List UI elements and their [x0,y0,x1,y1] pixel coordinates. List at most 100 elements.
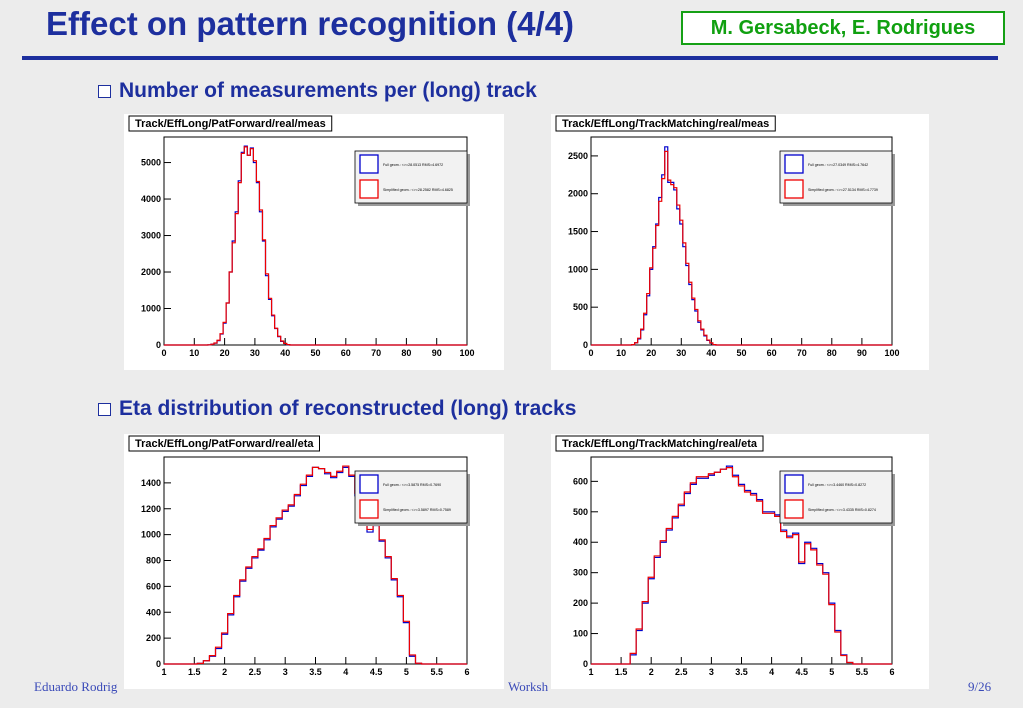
x-tick-label: 2 [222,667,227,677]
chart-title: Track/EffLong/TrackMatching/real/eta [562,438,758,450]
x-tick-label: 60 [767,348,777,358]
x-tick-label: 80 [827,348,837,358]
legend-swatch [784,474,804,494]
y-tick-label: 2500 [568,151,588,161]
chart-title-box [555,115,776,132]
section-heading-eta-text: Eta distribution of reconstructed (long)… [119,397,577,420]
legend-entry: Simplified geom.: <>=3.4335 RMS=0.8274 [808,508,876,512]
footer-author: Eduardo Rodrig [34,679,118,694]
x-tick-label: 50 [736,348,746,358]
legend-swatch [784,179,804,199]
section-heading-eta: Eta distribution of reconstructed (long)… [98,397,576,421]
legend-swatch [359,179,379,199]
legend-entry: Full geom.: <>=28.0513 RMS=4.6972 [383,163,443,167]
series-full-geom [164,466,467,665]
y-tick-label: 1000 [568,264,588,274]
x-tick-label: 2.5 [675,667,688,677]
legend-entry: Full geom.: <>=27.0349 RMS=4.7642 [808,163,868,167]
y-tick-label: 1000 [141,304,161,314]
x-tick-label: 60 [341,348,351,358]
footer-event: Worksh [508,679,549,694]
x-tick-label: 5 [404,667,409,677]
series-simplified-geom [591,150,892,346]
x-tick-label: 100 [884,348,899,358]
x-tick-label: 6 [889,667,894,677]
authors-box: M. Gersabeck, E. Rodrigues [681,11,1005,45]
series-simplified-geom [591,467,892,665]
plot-patforward-eta: Track/EffLong/PatForward/real/eta 1 1.5 2 2.… [124,434,504,689]
plot-patforward-meas: Track/EffLong/PatForward/real/meas 0 10 20 3… [124,114,504,370]
x-tick-label: 40 [706,348,716,358]
x-tick-label: 10 [189,348,199,358]
y-tick-label: 200 [146,633,161,643]
y-tick-label: 400 [573,537,588,547]
chart-title: Track/EffLong/PatForward/real/meas [135,118,326,130]
legend-swatch [359,474,379,494]
y-tick-label: 300 [573,568,588,578]
chart-title-box [128,435,320,452]
y-tick-label: 3000 [141,231,161,241]
x-tick-label: 70 [371,348,381,358]
x-tick-label: 5.5 [430,667,443,677]
slide-title: Effect on pattern recognition (4/4) [46,5,575,42]
plot-trackmatching-meas: Track/EffLong/TrackMatching/real/meas 0 10… [551,114,929,370]
y-tick-label: 200 [573,598,588,608]
x-tick-label: 0 [588,348,593,358]
y-tick-label: 2000 [141,267,161,277]
plot-trackmatching-eta: Track/EffLong/TrackMatching/real/eta 1 1.5… [551,434,929,689]
legend-swatch [784,499,804,519]
x-tick-label: 3.5 [309,667,322,677]
x-tick-label: 1 [588,667,593,677]
x-tick-label: 0 [161,348,166,358]
y-tick-label: 500 [573,507,588,517]
y-tick-label: 800 [146,556,161,566]
section-heading-measurements: Number of measurements per (long) track [98,79,537,103]
x-tick-label: 5.5 [856,667,869,677]
y-tick-label: 600 [573,476,588,486]
legend-swatch [784,154,804,174]
x-tick-label: 4 [769,667,774,677]
chart-title-box [128,115,333,132]
legend-swatch [359,499,379,519]
x-tick-label: 40 [280,348,290,358]
x-tick-label: 20 [646,348,656,358]
y-tick-label: 0 [583,340,588,350]
chart-title-box [555,435,764,452]
x-tick-label: 30 [676,348,686,358]
checkbox-bullet-icon [98,84,111,98]
chart-title: Track/EffLong/PatForward/real/eta [135,438,314,450]
y-tick-label: 100 [573,629,588,639]
x-tick-label: 4 [343,667,348,677]
y-tick-label: 1500 [568,227,588,237]
x-tick-label: 3.5 [735,667,748,677]
checkbox-bullet-icon [98,402,111,416]
x-tick-label: 80 [401,348,411,358]
x-tick-label: 3 [283,667,288,677]
y-tick-label: 2000 [568,189,588,199]
y-tick-label: 1200 [141,504,161,514]
x-tick-label: 100 [459,348,474,358]
y-tick-label: 600 [146,581,161,591]
y-tick-label: 4000 [141,194,161,204]
x-tick-label: 20 [220,348,230,358]
legend-swatch [359,154,379,174]
legend-entry: Simplified geom.: <>=3.5897 RMS=0.7589 [383,508,451,512]
y-tick-label: 500 [573,302,588,312]
y-tick-label: 1000 [141,530,161,540]
y-tick-label: 0 [583,659,588,669]
y-tick-label: 0 [156,340,161,350]
series-simplified-geom [164,465,467,665]
x-tick-label: 6 [464,667,469,677]
x-tick-label: 90 [857,348,867,358]
x-tick-label: 5 [829,667,834,677]
series-full-geom [591,465,892,665]
x-tick-label: 30 [250,348,260,358]
x-tick-label: 90 [432,348,442,358]
y-tick-label: 1400 [141,478,161,488]
y-tick-label: 0 [156,659,161,669]
legend-entry: Full geom.: <>=3.4460 RMS=0.8272 [808,483,866,487]
page-number: 9/26 [968,679,992,694]
legend-entry: Simplified geom.: <>=27.5134 RMS=4.7739 [808,188,878,192]
x-tick-label: 50 [310,348,320,358]
x-tick-label: 1 [161,667,166,677]
